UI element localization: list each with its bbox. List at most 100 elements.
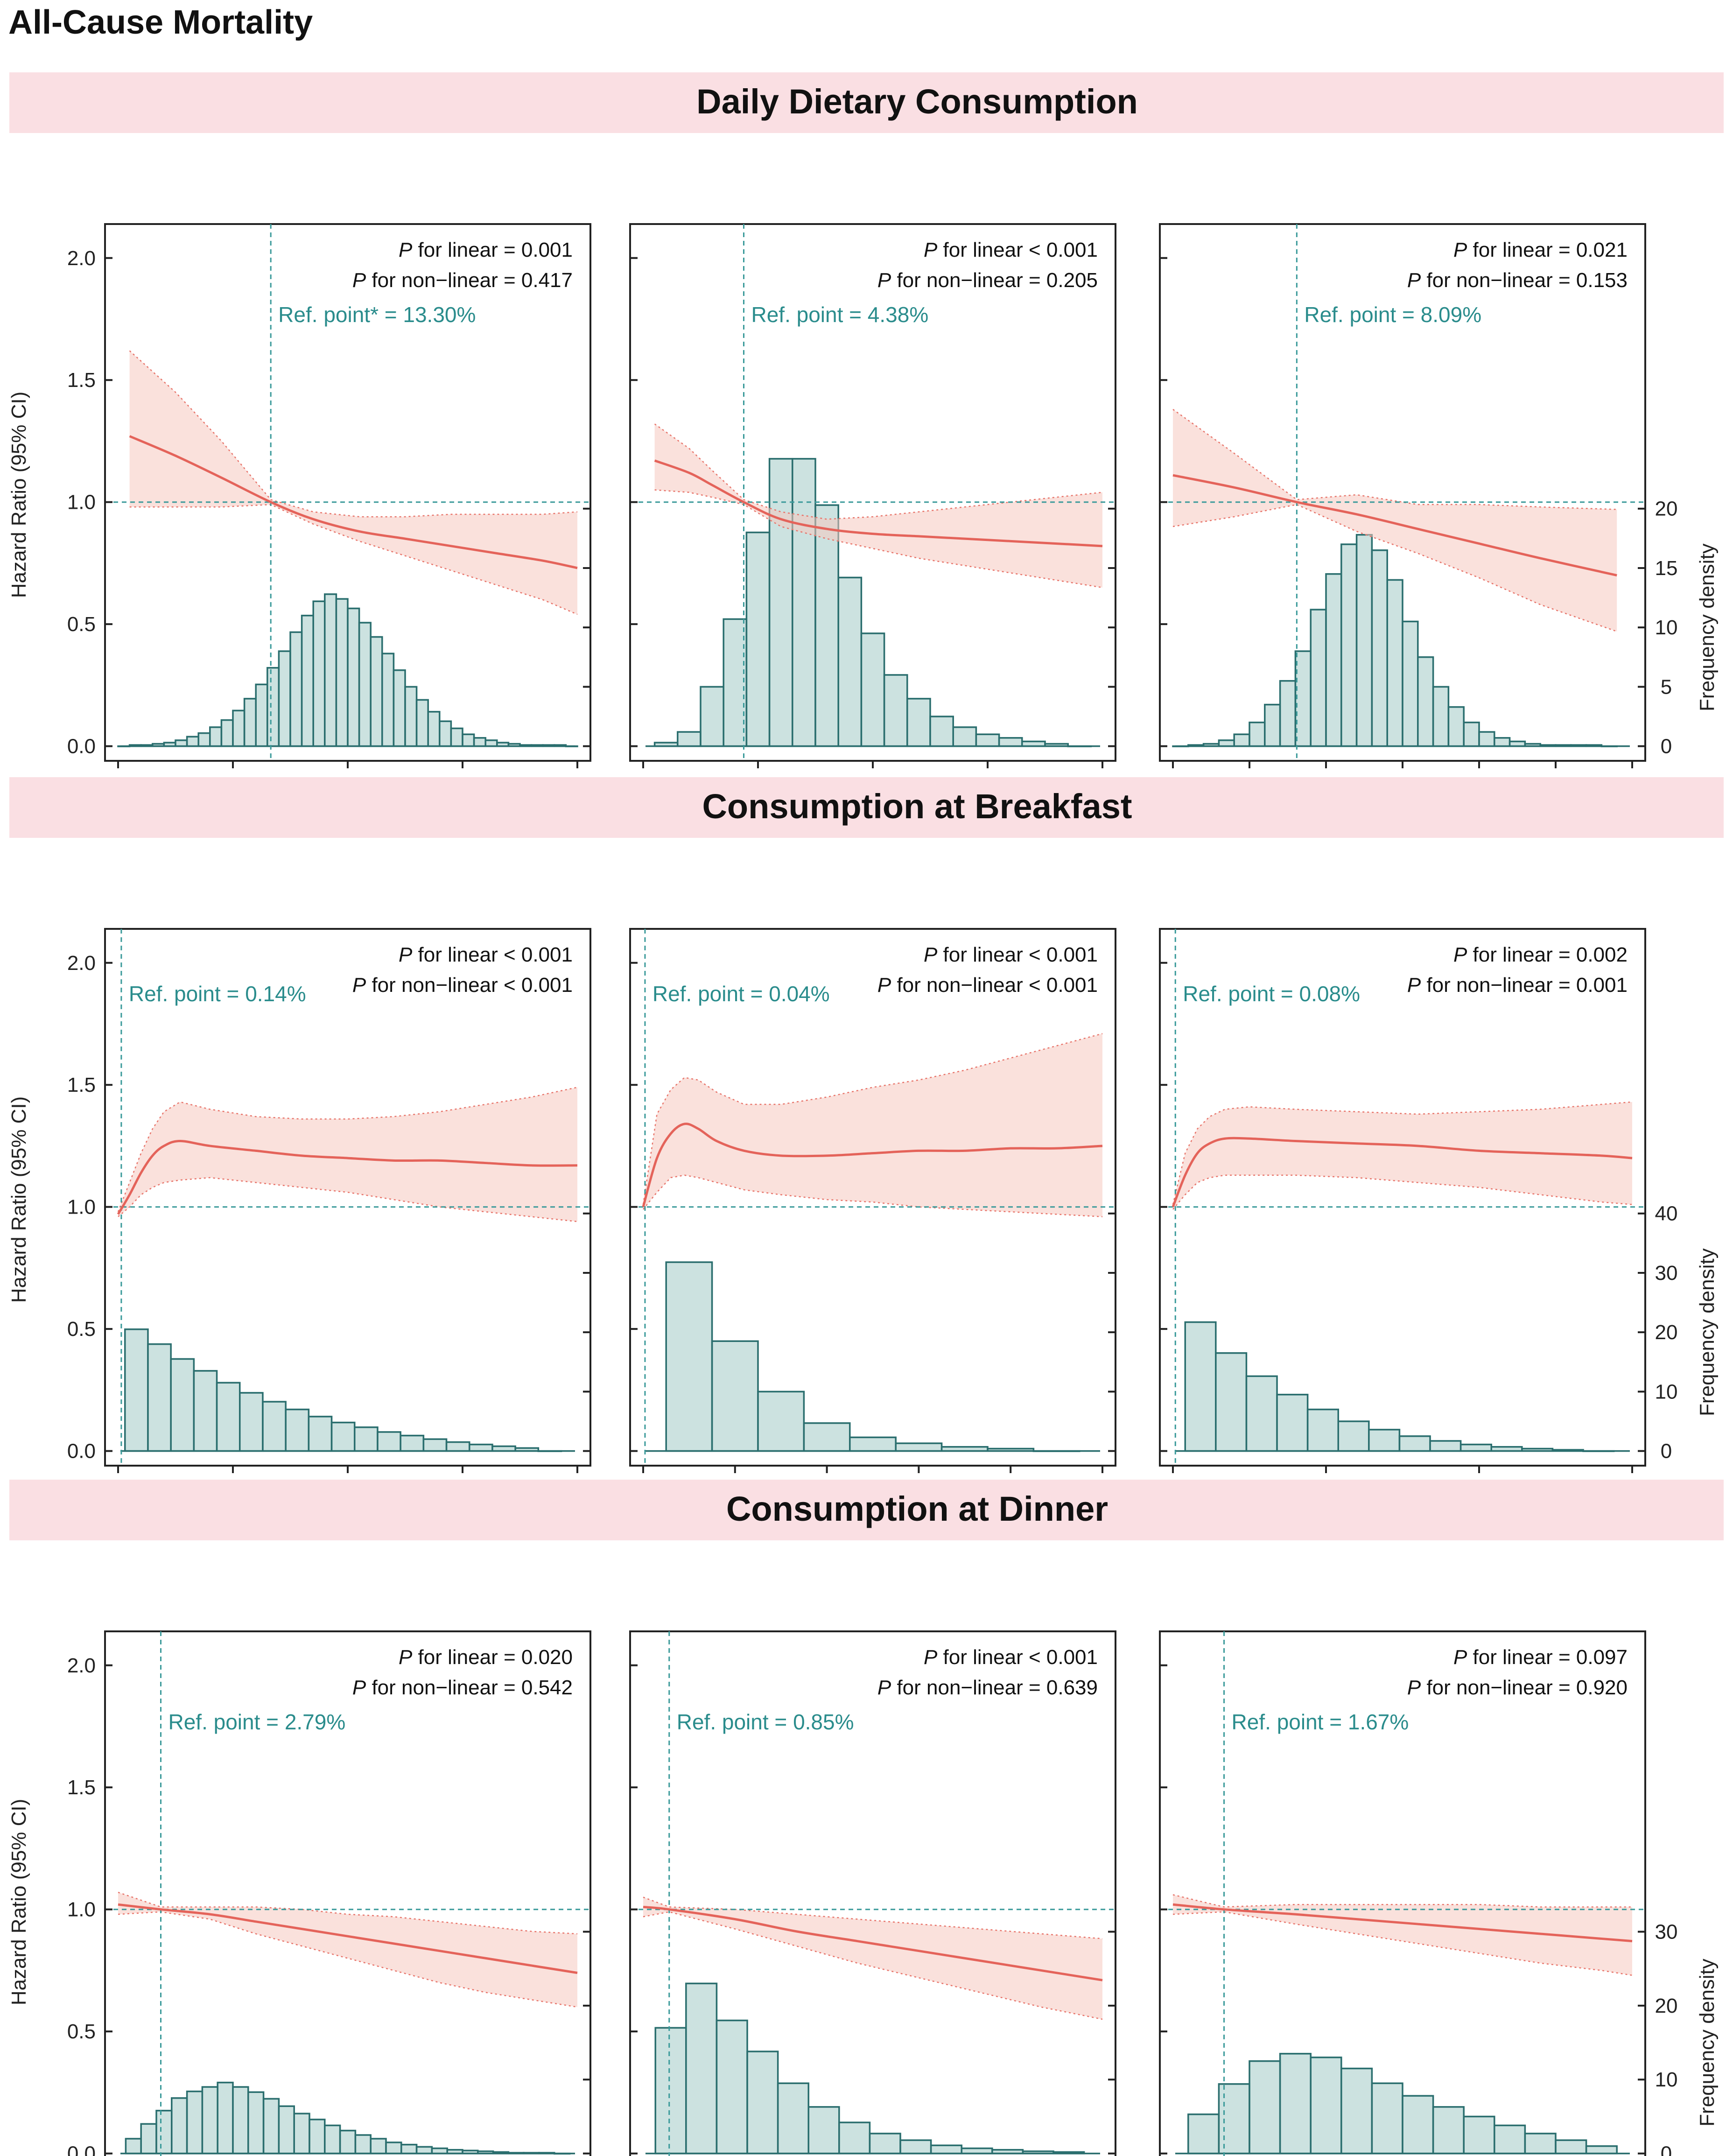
p-linear: P for linear = 0.002: [1453, 943, 1628, 966]
hist-bar: [906, 698, 931, 747]
hist-bar: [1294, 650, 1312, 747]
histogram: [1172, 534, 1630, 747]
hist-bar: [339, 2129, 357, 2155]
hist-bar: [484, 739, 498, 747]
section-band: [9, 777, 1724, 838]
p-linear: P for linear < 0.001: [924, 239, 1098, 261]
section-band: [9, 1480, 1724, 1540]
hist-bar: [385, 2142, 402, 2155]
histogram: [120, 2081, 575, 2155]
hist-bar: [140, 2123, 157, 2155]
hist-bar: [1417, 656, 1434, 747]
hist-bar: [792, 458, 816, 747]
hist-bar: [354, 1426, 379, 1452]
ref-point-label: Ref. point = 8.09%: [1304, 302, 1481, 327]
y-axis-label-left: Hazard Ratio (95% CI): [7, 392, 30, 598]
panel-tufa: 0%10%20%30%40%TUFA (%E)0.00.51.01.52.0Ha…: [7, 223, 598, 834]
hist-bar: [171, 2097, 188, 2155]
histogram: [1175, 1321, 1630, 1452]
panel-frame: [629, 928, 1116, 1467]
hist-bar: [267, 667, 280, 747]
hist-bar: [899, 2139, 932, 2155]
hist-bar: [422, 1438, 448, 1452]
section-band: [9, 72, 1724, 133]
hist-bar: [381, 653, 395, 747]
hist-bar: [838, 2121, 871, 2155]
hist-bar: [998, 737, 1023, 747]
hist-bar: [124, 1328, 149, 1452]
hist-bar: [1249, 2060, 1281, 2155]
ci-lower: [1172, 504, 1617, 632]
y-tick-label: 0.0: [67, 1440, 96, 1463]
hist-bar: [1386, 579, 1403, 747]
p-nonlinear: P for non−linear = 0.205: [877, 269, 1098, 292]
ci-band: [654, 424, 1102, 588]
hist-bar: [450, 727, 463, 747]
hist-bar: [278, 650, 291, 747]
hist-bar: [1494, 737, 1511, 747]
hist-bar: [278, 2105, 295, 2155]
panel-frame: [1159, 1630, 1646, 2156]
hist-bar: [330, 1421, 356, 1452]
hist-bar: [1187, 2113, 1220, 2155]
hist-bar: [301, 614, 314, 747]
p-nonlinear: P for non−linear = 0.639: [877, 1676, 1098, 1699]
hist-bar: [883, 674, 908, 747]
panel-frame: [1159, 928, 1646, 1467]
freq-tick-label: 0: [1661, 2142, 1672, 2156]
ci-lower: [118, 1177, 578, 1222]
hist-bar: [929, 716, 954, 747]
p-linear: P for linear < 0.001: [924, 943, 1098, 966]
hist-bar: [665, 1261, 713, 1452]
hist-bar: [849, 1436, 897, 1452]
hist-bar: [1463, 721, 1480, 747]
panel-tufa: 0%5%10%15%20%TUFA (%E)0.00.51.01.52.0Haz…: [7, 928, 598, 1539]
hist-bar: [1184, 1321, 1217, 1452]
section-title: Consumption at Breakfast: [702, 787, 1132, 826]
hist-bar: [1310, 609, 1327, 747]
y-tick-label: 0.0: [67, 735, 96, 758]
panel-frame: [104, 1630, 591, 2156]
ref-point-label: Ref. point = 0.14%: [129, 982, 306, 1006]
hist-bar: [1245, 1375, 1278, 1452]
hist-bar: [1355, 534, 1373, 747]
hr-curve: [643, 1905, 1103, 1981]
hist-bar: [217, 2081, 234, 2155]
p-linear: P for linear = 0.020: [399, 1646, 573, 1669]
hist-bar: [716, 2019, 748, 2155]
hist-bar: [1402, 620, 1419, 747]
ci-band: [1173, 409, 1617, 632]
p-nonlinear: P for non−linear = 0.920: [1407, 1676, 1628, 1699]
hist-bar: [415, 2146, 433, 2155]
p-linear: P for linear < 0.001: [399, 943, 573, 966]
hist-bar: [869, 2133, 901, 2155]
hist-bar: [1279, 680, 1297, 747]
hist-bar: [186, 736, 199, 747]
histogram: [645, 1982, 1100, 2155]
hist-bar: [469, 1443, 493, 1452]
hist-bar: [975, 733, 1000, 747]
hist-bar: [404, 686, 418, 747]
ci-band: [129, 351, 578, 615]
hist-bar: [1279, 2053, 1312, 2155]
hist-bar: [1310, 2056, 1342, 2155]
y-tick-label: 1.0: [67, 491, 96, 514]
ref-point-label: Ref. point = 4.38%: [751, 302, 928, 327]
hist-bar: [895, 1442, 943, 1452]
p-nonlinear: P for non−linear = 0.153: [1407, 269, 1628, 292]
freq-tick-label: 0: [1661, 1440, 1672, 1463]
y-tick-label: 1.5: [67, 369, 96, 392]
hist-bar: [1306, 1408, 1339, 1452]
hist-bar: [1340, 543, 1358, 747]
hist-bar: [677, 731, 702, 747]
hist-bar: [377, 1431, 401, 1452]
hist-bar: [1494, 2124, 1526, 2155]
hist-bar: [347, 607, 360, 747]
hist-bar: [1264, 703, 1281, 747]
hr-curve: [1172, 1137, 1633, 1208]
panel-pufa: 0%2%4%6%8%10%PUFA (%E)P for linear < 0.0…: [628, 928, 1123, 1539]
p-nonlinear: P for non−linear = 0.542: [352, 1676, 573, 1699]
hist-bar: [1233, 733, 1250, 747]
panel-mufa: 0%5%10%15%20%25%30%MUFA (%E)05101520Freq…: [1158, 223, 1719, 834]
y-tick-label: 2.0: [67, 247, 96, 270]
